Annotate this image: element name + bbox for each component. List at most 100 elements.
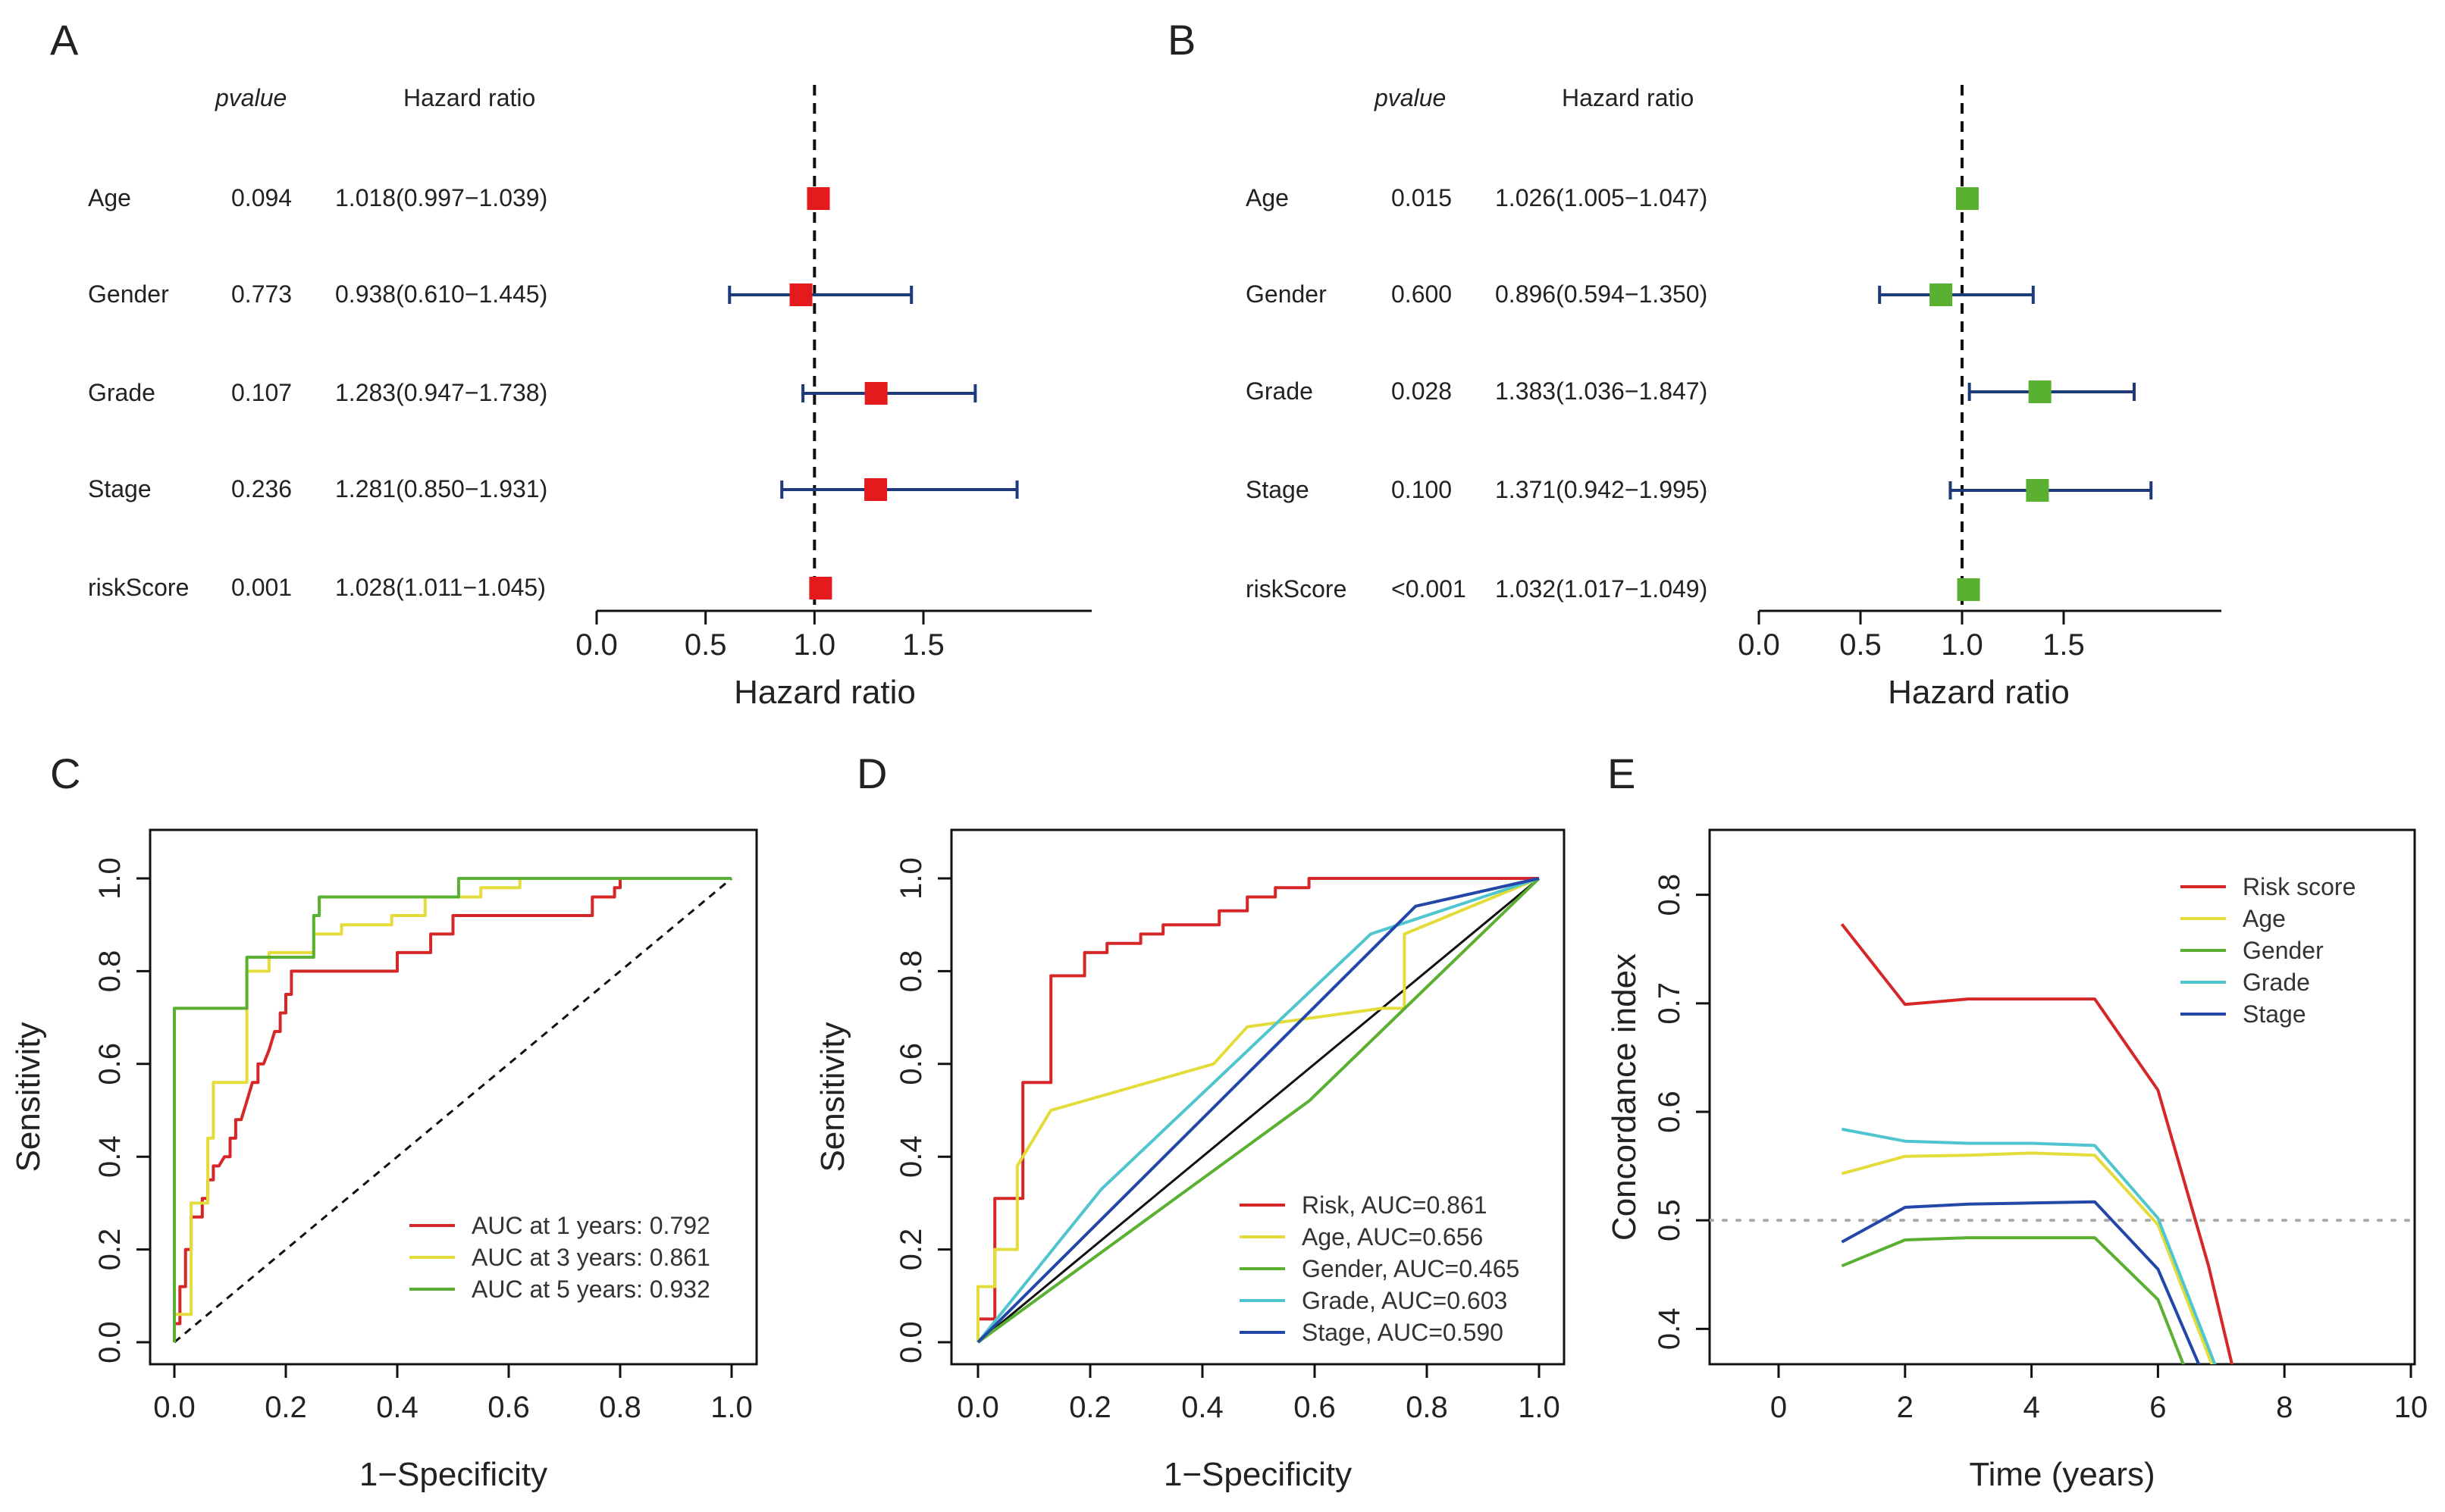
row-pvalue: 0.236 — [231, 475, 292, 502]
y-tick-label: 0.4 — [895, 1135, 928, 1178]
row-pvalue: 0.028 — [1391, 377, 1452, 405]
hr-marker — [1955, 187, 1979, 210]
series-line-2 — [173, 877, 732, 1342]
x-axis-title: Hazard ratio — [734, 674, 916, 711]
y-tick-label: 0.2 — [93, 1229, 127, 1271]
x-tick-label: 0.6 — [487, 1391, 530, 1424]
hr-marker — [809, 577, 832, 599]
y-tick-label: 0.0 — [93, 1321, 127, 1363]
x-tick-label: 0.8 — [1406, 1391, 1448, 1424]
row-hr-text: 1.026(1.005−1.047) — [1495, 184, 1707, 211]
legend-label: AUC at 3 years: 0.861 — [472, 1244, 710, 1271]
legend-label: Gender, AUC=0.465 — [1302, 1255, 1519, 1282]
plot-area — [976, 877, 1541, 1344]
row-hr-text: 1.383(1.036−1.847) — [1495, 377, 1707, 405]
diagonal-line — [174, 877, 732, 1344]
plot-frame — [149, 828, 758, 1366]
row-label: riskScore — [1246, 575, 1346, 603]
panel-letter-b: B — [1168, 16, 1196, 64]
x-tick-label: 1.0 — [1518, 1391, 1560, 1424]
x-tick-label: 0.0 — [575, 628, 618, 662]
panel-letter-c: C — [50, 750, 80, 797]
x-tick-label: 0.5 — [1839, 628, 1882, 662]
x-axis-title: 1−Specificity — [359, 1456, 547, 1493]
series-line-0 — [173, 877, 732, 1342]
y-tick-label: 0.2 — [895, 1229, 928, 1271]
series-line-3 — [1842, 1127, 2217, 1364]
legend-label: AUC at 5 years: 0.932 — [472, 1276, 710, 1303]
header-hazard-ratio: Hazard ratio — [1562, 84, 1694, 111]
plot-area — [173, 877, 732, 1344]
row-hr-text: 0.938(0.610−1.445) — [335, 280, 547, 308]
x-axis-title: Time (years) — [1969, 1456, 2155, 1493]
row-label: Gender — [1246, 280, 1327, 308]
row-pvalue: <0.001 — [1391, 575, 1466, 603]
series-line-1 — [1841, 1151, 2214, 1364]
y-axis-title: Sensitivity — [10, 1022, 47, 1172]
y-tick-label: 0.6 — [1653, 1091, 1686, 1133]
header-hazard-ratio: Hazard ratio — [403, 84, 535, 111]
row-label: riskScore — [88, 574, 189, 601]
y-tick-label: 0.8 — [93, 950, 127, 993]
row-pvalue: 0.001 — [231, 574, 292, 601]
x-tick-label: 0.5 — [685, 628, 727, 662]
x-tick-label: 1.0 — [710, 1391, 753, 1424]
row-hr-text: 0.896(0.594−1.350) — [1495, 280, 1707, 308]
series-line-0 — [976, 877, 1539, 1342]
hr-marker — [2028, 380, 2052, 403]
x-tick-label: 1.0 — [794, 628, 836, 662]
x-tick-label: 0.2 — [265, 1391, 307, 1424]
y-tick-label: 0.5 — [1653, 1199, 1686, 1241]
header-pvalue: pvalue — [215, 84, 287, 111]
row-label: Stage — [1246, 476, 1309, 503]
x-tick-label: 0 — [1770, 1391, 1787, 1424]
forest-plot-b: pvalue Hazard ratio Age 0.015 1.026(1.005−1.… — [1246, 84, 2221, 711]
series-line-2 — [976, 877, 1541, 1344]
hr-marker — [2026, 479, 2049, 502]
row-hr-text: 1.032(1.017−1.049) — [1495, 575, 1707, 603]
series-line-4 — [976, 877, 1540, 1344]
forest-plot-a: pvalue Hazard ratio Age 0.094 1.018(0.997−1.… — [88, 84, 1092, 711]
x-tick-label: 6 — [2149, 1391, 2166, 1424]
row-label: Grade — [88, 379, 155, 406]
plot-area — [1710, 923, 2415, 1364]
y-axis-title: Concordance index — [1606, 953, 1643, 1241]
x-tick-label: 8 — [2276, 1391, 2293, 1424]
y-axis-title: Sensitivity — [814, 1022, 851, 1172]
x-tick-label: 0.2 — [1069, 1391, 1111, 1424]
row-pvalue: 0.100 — [1391, 476, 1452, 503]
row-label: Age — [88, 184, 131, 211]
panel-letter-e: E — [1607, 750, 1635, 797]
row-hr-text: 1.283(0.947−1.738) — [335, 379, 547, 406]
series-line-0 — [1840, 923, 2234, 1364]
plot-frame — [1708, 828, 2416, 1366]
y-tick-label: 0.0 — [895, 1321, 928, 1363]
hr-marker — [807, 187, 830, 210]
y-tick-label: 0.7 — [1653, 982, 1686, 1025]
legend-label: Stage — [2243, 1000, 2306, 1028]
y-tick-label: 1.0 — [895, 857, 928, 900]
x-tick-label: 0.6 — [1293, 1391, 1336, 1424]
hr-marker — [864, 478, 888, 501]
x-tick-label: 0.8 — [599, 1391, 641, 1424]
legend-label: Gender — [2243, 937, 2324, 964]
legend-label: Age, AUC=0.656 — [1302, 1223, 1483, 1251]
hr-marker — [1957, 578, 1980, 601]
y-tick-label: 0.6 — [895, 1043, 928, 1085]
series-line-3 — [976, 877, 1540, 1344]
x-tick-label: 1.5 — [902, 628, 945, 662]
y-tick-label: 0.6 — [93, 1043, 127, 1085]
hr-marker — [864, 382, 888, 405]
row-pvalue: 0.107 — [231, 379, 292, 406]
x-tick-label: 1.0 — [1941, 628, 1983, 662]
x-tick-label: 0.0 — [957, 1391, 999, 1424]
legend-label: Stage, AUC=0.590 — [1302, 1319, 1503, 1346]
x-tick-label: 1.5 — [2042, 628, 2085, 662]
x-tick-label: 2 — [1897, 1391, 1914, 1424]
y-tick-label: 0.4 — [1653, 1308, 1686, 1351]
diagonal-line — [977, 877, 1540, 1344]
hr-marker — [1929, 283, 1953, 306]
roc-plot-c: 0.0 0.2 0.4 0.6 0.8 1.0 0.0 0.2 0.4 0.6 0.8 1.0 1−Sp… — [10, 828, 758, 1493]
row-pvalue: 0.094 — [231, 184, 292, 211]
